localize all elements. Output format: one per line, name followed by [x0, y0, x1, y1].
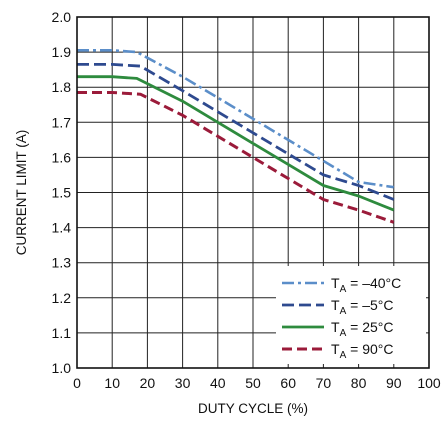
y-tick-label: 1.1 — [52, 325, 72, 341]
y-tick-label: 1.4 — [52, 220, 72, 236]
series-line-2 — [77, 63, 395, 201]
legend-label-1: TA = –40°C — [331, 275, 401, 295]
y-tick-label: 1.2 — [52, 290, 72, 306]
x-tick-label: 20 — [140, 375, 156, 391]
series-line-3 — [77, 75, 395, 212]
y-tick-label: 1.6 — [52, 149, 72, 165]
y-tick-label: 1.7 — [52, 114, 72, 130]
x-tick-label: 30 — [175, 375, 191, 391]
plot-border — [76, 16, 430, 369]
x-tick-label: 70 — [316, 375, 332, 391]
x-tick-label: 60 — [280, 375, 296, 391]
x-axis-title: DUTY CYCLE (%) — [198, 401, 308, 416]
y-tick-label: 2.0 — [52, 9, 72, 25]
x-tick-label: 0 — [73, 375, 81, 391]
legend-label-2: TA = –5°C — [331, 297, 393, 317]
x-tick-label: 40 — [210, 375, 226, 391]
y-tick-label: 1.3 — [52, 255, 72, 271]
y-axis-title: CURRENT LIMIT (A) — [14, 130, 29, 256]
legend-label-3: TA = 25°C — [331, 319, 393, 339]
series-line-1 — [77, 49, 394, 189]
x-tick-label: 10 — [104, 375, 120, 391]
grid — [77, 17, 429, 368]
y-tick-label: 1.8 — [52, 79, 72, 95]
plot-frame — [76, 16, 430, 369]
legend: TA = –40°CTA = –5°CTA = 25°CTA = 90°C — [276, 266, 426, 364]
y-tick-label: 1.5 — [52, 185, 72, 201]
series-lines — [77, 49, 395, 224]
y-tick-label: 1.0 — [52, 360, 72, 376]
x-tick-label: 80 — [351, 375, 367, 391]
x-tick-label: 90 — [386, 375, 402, 391]
legend-label-4: TA = 90°C — [331, 341, 393, 361]
x-tick-label: 100 — [417, 375, 441, 391]
series-line-4 — [77, 91, 395, 224]
y-tick-label: 1.9 — [52, 44, 72, 60]
x-tick-label: 50 — [245, 375, 261, 391]
tick-labels: 0 10 20 30 40 50 60 70 80 90 100 1.0 1.1 1.2 1.3 1.4 1.5… — [52, 9, 441, 391]
